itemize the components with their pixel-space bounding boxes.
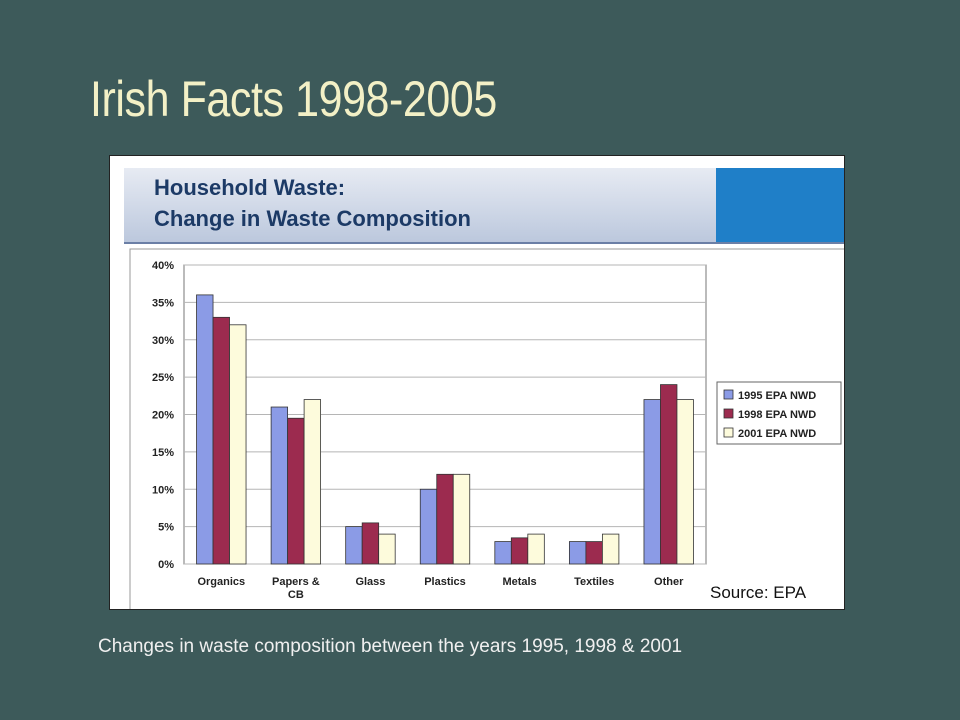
bar [212, 316, 230, 565]
y-tick-label: 35% [152, 297, 174, 309]
bar [660, 384, 678, 565]
chart-title-line1: Household Waste: [154, 175, 346, 200]
bar [676, 399, 694, 565]
slide-title: Irish Facts 1998-2005 [90, 71, 497, 127]
y-axis-ticks: 0% 5% 10% 15% 20% 25% 30% 35% 40% [152, 260, 174, 571]
y-tick-label: 15% [152, 447, 174, 459]
legend-box [716, 381, 842, 445]
x-tick-label: Plastics [424, 576, 466, 588]
chart-title: Household Waste: Change in Waste Composi… [154, 172, 471, 234]
chart-header-divider [124, 242, 844, 244]
bar [436, 473, 454, 565]
bar [196, 294, 214, 565]
bar [419, 488, 438, 565]
legend-label: 1995 EPA NWD [738, 390, 816, 402]
bar-chart: 0% 5% 10% 15% 20% 25% 30% 35% 40% Organics Papers… [129, 248, 844, 609]
x-axis-labels: Organics Papers & CB Glass Plastics Metals Tex… [197, 576, 684, 601]
legend-label: 1998 EPA NWD [738, 409, 816, 421]
x-tick-label: Other [654, 576, 684, 588]
bar [287, 417, 305, 565]
legend-swatch [723, 389, 734, 400]
y-tick-label: 10% [152, 484, 174, 496]
bar [494, 541, 512, 565]
bar [601, 533, 620, 565]
x-tick-label: Papers & CB [272, 576, 320, 601]
bar [303, 399, 322, 565]
bar [378, 533, 396, 565]
legend-label: 2001 EPA NWD [738, 428, 816, 440]
chart-image-frame: Household Waste: Change in Waste Composi… [109, 155, 845, 610]
bar [585, 541, 603, 565]
x-tick-label: Metals [502, 576, 536, 588]
slide-caption: Changes in waste composition between the… [98, 636, 683, 657]
legend-swatch [723, 408, 734, 419]
bar [452, 473, 471, 565]
bar [345, 526, 363, 565]
x-tick-label: Glass [355, 576, 385, 588]
x-tick-label: Organics [197, 576, 245, 588]
y-tick-label: 5% [158, 522, 174, 534]
chart-header-accent [716, 168, 844, 242]
legend-swatch [723, 427, 734, 438]
x-tick-label: Textiles [574, 576, 614, 588]
bar [270, 406, 289, 565]
y-tick-label: 40% [152, 260, 174, 272]
legend: 1995 EPA NWD 1998 EPA NWD 2001 EPA NWD [716, 381, 842, 445]
bar [361, 522, 380, 565]
chart-title-line2: Change in Waste Composition [154, 206, 471, 231]
y-tick-label: 25% [152, 372, 174, 384]
bar [229, 324, 247, 565]
bar [643, 399, 661, 565]
chart-header-band [124, 168, 716, 242]
bar [510, 537, 529, 565]
source-label: Source: EPA [710, 583, 807, 602]
y-tick-label: 0% [158, 559, 174, 571]
bars [196, 294, 694, 565]
y-tick-label: 30% [152, 335, 174, 347]
bar [568, 541, 587, 565]
bar [527, 533, 545, 565]
y-tick-label: 20% [152, 410, 174, 422]
